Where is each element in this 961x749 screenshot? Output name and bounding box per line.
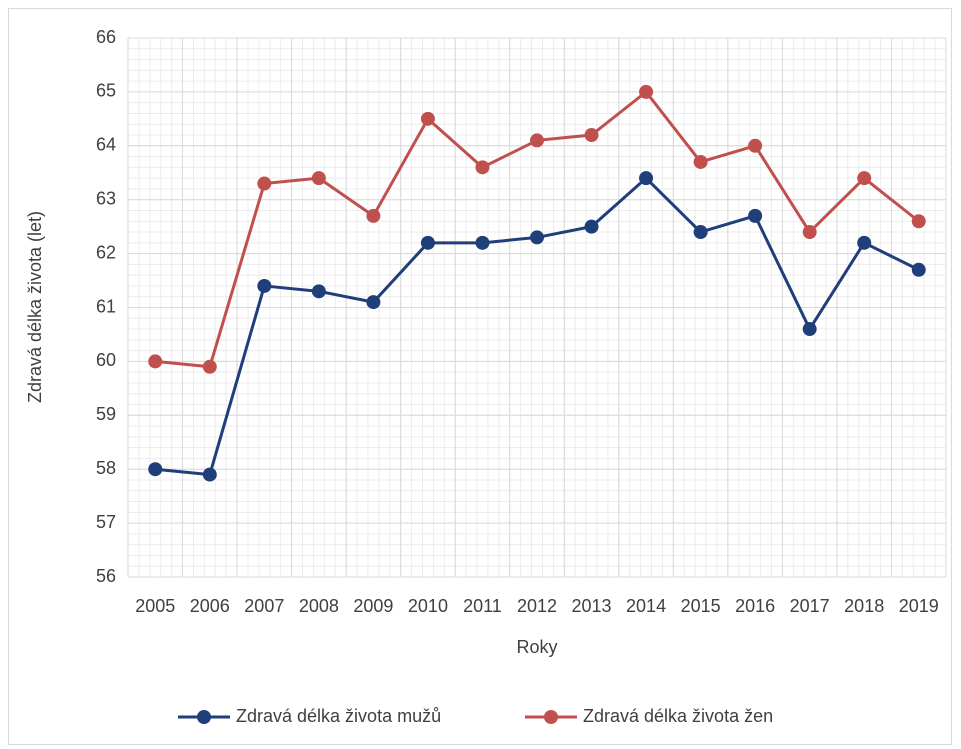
x-tick-label: 2006 [190, 596, 230, 616]
y-tick-label: 63 [96, 188, 116, 208]
x-tick-label: 2017 [790, 596, 830, 616]
data-point [748, 138, 763, 153]
data-point [911, 214, 926, 229]
y-tick-label: 57 [96, 512, 116, 532]
legend-marker [197, 710, 211, 724]
data-point [584, 219, 599, 234]
x-axis-label: Roky [516, 637, 557, 657]
data-point [911, 262, 926, 277]
data-point [857, 171, 872, 186]
data-point [311, 284, 326, 299]
x-tick-label: 2007 [244, 596, 284, 616]
data-point [530, 230, 544, 245]
y-tick-label: 64 [96, 135, 116, 155]
data-point [584, 128, 599, 143]
legend-label: Zdravá délka života mužů [236, 706, 441, 726]
data-point [530, 133, 544, 148]
data-point [148, 354, 163, 369]
chart-border [8, 8, 952, 745]
y-tick-label: 58 [96, 458, 116, 478]
data-point [693, 225, 708, 240]
x-tick-label: 2005 [135, 596, 175, 616]
x-tick-label: 2018 [844, 596, 884, 616]
data-point [802, 225, 817, 240]
data-point [366, 208, 381, 223]
y-tick-label: 62 [96, 242, 116, 262]
data-point [420, 235, 435, 250]
x-tick-label: 2016 [735, 596, 775, 616]
y-tick-label: 66 [96, 27, 116, 47]
y-tick-label: 60 [96, 350, 116, 370]
x-tick-label: 2012 [517, 596, 557, 616]
x-tick-label: 2010 [408, 596, 448, 616]
data-point [257, 278, 272, 293]
data-point [857, 235, 872, 250]
data-point [748, 208, 763, 223]
legend-label: Zdravá délka života žen [583, 706, 773, 726]
data-point [148, 462, 163, 477]
x-tick-label: 2011 [463, 596, 502, 616]
x-tick-label: 2019 [899, 596, 939, 616]
data-point [639, 171, 654, 186]
legend-marker [544, 710, 558, 724]
x-tick-label: 2014 [626, 596, 666, 616]
data-point [257, 176, 272, 191]
x-tick-label: 2009 [353, 596, 393, 616]
data-point [693, 154, 708, 169]
data-point [202, 467, 217, 482]
data-point [475, 160, 490, 175]
data-point [311, 171, 326, 186]
y-tick-label: 59 [96, 404, 116, 424]
data-point [420, 111, 435, 126]
x-tick-label: 2013 [572, 596, 612, 616]
data-point [366, 295, 381, 310]
data-point [202, 359, 217, 374]
y-tick-label: 65 [96, 81, 116, 101]
x-tick-label: 2015 [681, 596, 721, 616]
data-point [639, 84, 654, 99]
data-point [802, 322, 817, 337]
x-tick-label: 2008 [299, 596, 339, 616]
data-point [475, 235, 490, 250]
y-tick-label: 56 [96, 566, 116, 586]
y-tick-label: 61 [96, 296, 116, 316]
y-axis-label: Zdravá délka života (let) [25, 211, 45, 403]
